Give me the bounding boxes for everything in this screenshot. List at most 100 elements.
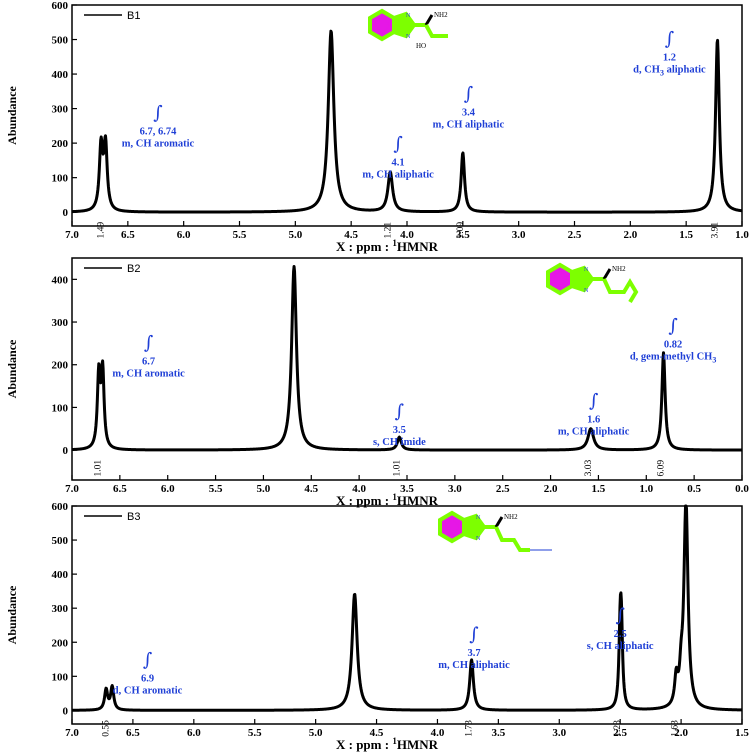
- hydroxyl-label: HO: [416, 42, 426, 50]
- y-tick-label: 0: [63, 445, 69, 457]
- x-tick-label: 5.0: [309, 727, 323, 739]
- x-tick-label: 7.0: [65, 483, 79, 495]
- integral-value: 1.63: [670, 720, 680, 737]
- amine-bond: [602, 268, 612, 280]
- y-tick-label: 300: [52, 104, 69, 116]
- x-tick-label: 3.5: [456, 229, 470, 241]
- x-tick-label: 4.0: [431, 727, 445, 739]
- x-tick-label: 5.5: [209, 483, 223, 495]
- molecule-structure: N N NH2: [438, 510, 552, 552]
- y-axis-label: Abundance: [5, 85, 19, 144]
- integral-value: 3.91: [710, 222, 720, 239]
- y-tick-label: 0: [63, 705, 69, 717]
- x-tick-label: 1.5: [735, 727, 749, 739]
- x-tick-label: 2.5: [613, 727, 627, 739]
- y-tick-label: 400: [52, 569, 69, 581]
- y-tick-label: 600: [52, 0, 69, 12]
- shift-label: 0.82: [664, 340, 682, 351]
- shift-label: 4.1: [392, 158, 405, 169]
- nitrogen-label: N: [476, 515, 481, 521]
- y-tick-label: 400: [52, 69, 69, 81]
- y-tick-label: 500: [52, 535, 69, 547]
- legend-label: B1: [127, 10, 140, 22]
- integral-value: 1.23: [613, 720, 623, 737]
- side-chain-bond: [602, 278, 639, 304]
- integral-value: 1.21: [383, 222, 393, 239]
- molecule-structure: N N NH2 HO: [368, 8, 448, 50]
- y-tick-label: 400: [52, 274, 69, 286]
- plot-frame: [71, 505, 743, 725]
- nitrogen-label: N: [406, 13, 411, 19]
- x-tick-label: 5.5: [248, 727, 262, 739]
- x-tick-label: 1.0: [639, 483, 653, 495]
- benzene-ring: [368, 8, 396, 42]
- y-tick-label: 200: [52, 637, 69, 649]
- x-tick-label: 5.0: [288, 229, 302, 241]
- y-tick-label: 200: [52, 360, 69, 372]
- assignment-label: d, gem-methyl CH3: [630, 352, 717, 365]
- integral-value: 1.01: [392, 460, 402, 477]
- x-tick-label: 4.0: [400, 229, 414, 241]
- assignment-label: m, CH aromatic: [112, 369, 185, 380]
- benzene-ring: [546, 262, 574, 296]
- y-tick-label: 0: [63, 207, 69, 219]
- x-axis-label: X : ppm : 1HMNR: [336, 492, 439, 508]
- imidazole-ring: [392, 11, 417, 39]
- side-chain-bond: [424, 24, 448, 38]
- assignment-label: m, CH aliphatic: [362, 170, 434, 181]
- x-tick-label: 6.5: [126, 727, 140, 739]
- nitrogen-label: N: [584, 288, 589, 294]
- shift-label: 6.7: [142, 357, 155, 368]
- spectrum-panel-1: 0 100 200 300 400 500 600 7.0 6.5 6.0 5.5 5.0 4.5 4.0…: [5, 0, 749, 254]
- legend-label: B3: [127, 511, 140, 523]
- x-tick-label: 4.5: [344, 229, 358, 241]
- integral-sign-icon: ∫: [393, 134, 403, 155]
- x-tick-label: 6.5: [121, 229, 135, 241]
- spectrum-trace: [70, 29, 744, 214]
- x-tick-label: 2.5: [568, 229, 582, 241]
- amine-bond: [494, 516, 504, 528]
- assignment-label: m, CH aromatic: [122, 138, 195, 149]
- shift-label: 3.4: [462, 108, 476, 119]
- shift-label: 6.9: [141, 673, 154, 684]
- y-tick-label: 500: [52, 35, 69, 47]
- integral-sign-icon: ∫: [589, 390, 599, 411]
- y-tick-label: 100: [52, 173, 69, 185]
- integral-value: 3.03: [584, 460, 594, 477]
- nitrogen-label: N: [584, 267, 589, 273]
- spectrum-panel-2: 0 100 200 300 400 7.0 6.5 6.0 5.5 5.0 4.5 4.0 3.5 3.0…: [5, 257, 749, 508]
- x-tick-label: 6.0: [177, 229, 191, 241]
- x-tick-label: 3.0: [512, 229, 526, 241]
- integral-sign-icon: ∫: [143, 649, 153, 670]
- integral-value: 1.49: [96, 222, 106, 239]
- x-tick-label: 6.0: [161, 483, 175, 495]
- x-tick-label: 2.0: [623, 229, 637, 241]
- imidazole-ring: [570, 265, 595, 293]
- x-tick-label: 7.0: [65, 229, 79, 241]
- x-tick-label: 4.0: [352, 483, 366, 495]
- integral-sign-icon: ∫: [153, 102, 163, 123]
- x-tick-label: 0.5: [687, 483, 701, 495]
- integral-sign-icon: ∫: [395, 401, 405, 422]
- shift-label: 1.6: [587, 414, 600, 425]
- y-tick-label: 100: [52, 402, 69, 414]
- integral-sign-icon: ∫: [665, 28, 675, 49]
- y-axis-label: Abundance: [5, 339, 19, 398]
- amine-label: NH2: [504, 513, 518, 521]
- assignment-label: d, CH3 aliphatic: [633, 64, 706, 77]
- y-tick-label: 200: [52, 138, 69, 150]
- amine-bond: [424, 14, 434, 26]
- spectrum-trace: [70, 265, 744, 452]
- assignment-label: s, CH imide: [373, 437, 426, 448]
- x-tick-label: 4.5: [370, 727, 384, 739]
- x-tick-label: 6.0: [187, 727, 201, 739]
- amine-label: NH2: [434, 11, 448, 19]
- integral-sign-icon: ∫: [469, 624, 479, 645]
- y-tick-label: 300: [52, 603, 69, 615]
- x-tick-label: 3.5: [491, 727, 505, 739]
- integral-value: 1.01: [94, 460, 104, 477]
- shift-label: 1.2: [663, 52, 676, 63]
- assignment-label: m, CH aliphatic: [558, 426, 630, 437]
- integral-sign-icon: ∫: [144, 333, 154, 354]
- x-tick-label: 2.0: [544, 483, 558, 495]
